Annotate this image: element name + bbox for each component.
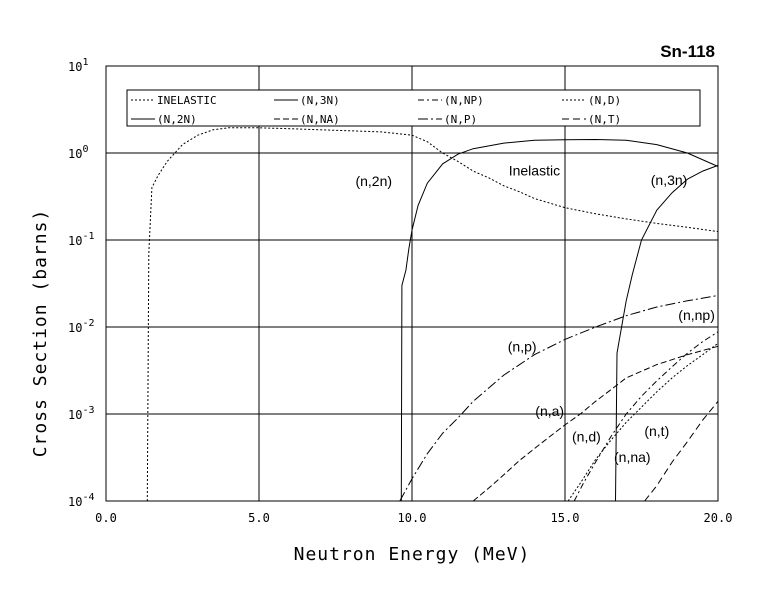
x-tick-label: 0.0: [95, 511, 117, 525]
series-line-n3n: [615, 164, 719, 502]
annotation-label: (n,np): [678, 307, 715, 323]
legend-label: INELASTIC: [157, 94, 217, 107]
annotation-label: (n,d): [572, 429, 601, 445]
legend-label: (N,P): [444, 113, 477, 126]
y-axis-label: Cross Section (barns): [30, 209, 51, 458]
y-tick-label: 100: [68, 144, 88, 161]
legend-label: (N,NP): [444, 94, 484, 107]
legend-label: (N,2N): [157, 113, 197, 126]
annotation-label: (n,3n): [651, 172, 688, 188]
y-tick-label: 101: [68, 57, 88, 74]
y-tick-label: 10-3: [68, 405, 95, 422]
annotation-label: (n,a): [535, 403, 564, 419]
legend-label: (N,T): [588, 113, 621, 126]
x-axis-label: Neutron Energy (MeV): [294, 544, 531, 565]
annotation-label: (n,t): [644, 423, 669, 439]
series-line-n2n: [400, 138, 719, 502]
grid-lines: [106, 66, 718, 501]
legend: INELASTIC (N,3N) (N,NP) (N,D) (N,2N) (N,NA) (N…: [126, 89, 701, 127]
x-axis-ticks: 0.0 5.0 10.0 15.0 20.0: [95, 495, 732, 525]
y-tick-label: 10-2: [68, 318, 95, 335]
annotation-label: (n,p): [508, 339, 537, 355]
legend-label: (N,3N): [300, 94, 340, 107]
y-tick-label: 10-4: [68, 492, 95, 509]
curve-annotations: (n,2n) Inelastic (n,3n) (n,np) (n,p) (n,a) (n,…: [355, 163, 714, 466]
series-line-nd: [567, 342, 719, 502]
series-curves: [146, 127, 719, 502]
annotation-label: (n,na): [614, 449, 651, 465]
x-tick-label: 20.0: [704, 511, 733, 525]
y-tick-label: 10-1: [68, 231, 95, 248]
legend-label: (N,NA): [300, 113, 340, 126]
x-tick-label: 10.0: [398, 511, 427, 525]
series-line-nt: [644, 400, 719, 502]
x-tick-label: 5.0: [248, 511, 270, 525]
annotation-label: (n,2n): [355, 173, 392, 189]
series-line-np: [399, 295, 719, 502]
annotation-label: Inelastic: [509, 163, 560, 179]
chart-title: Sn-118: [660, 42, 715, 61]
series-line-inelastic: [146, 127, 719, 502]
series-line-nnp: [573, 331, 719, 502]
series-line-nna: [472, 345, 719, 502]
legend-box: [126, 89, 701, 127]
y-axis-ticks: 10-4 10-3 10-2 10-1 100 101: [68, 57, 95, 509]
x-tick-label: 15.0: [551, 511, 580, 525]
legend-label: (N,D): [588, 94, 621, 107]
